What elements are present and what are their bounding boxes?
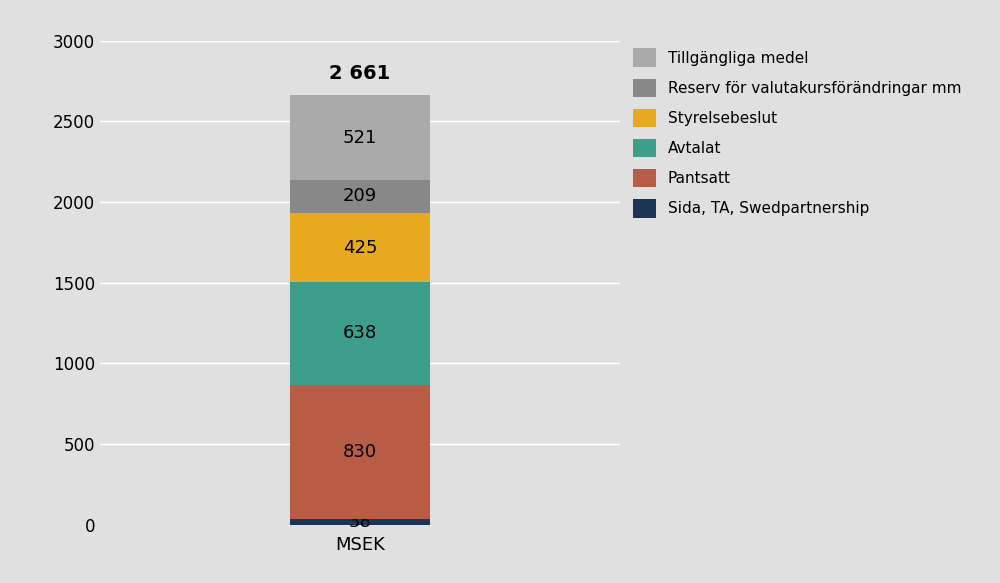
Text: 38: 38 [349,512,371,531]
Text: 425: 425 [343,238,377,257]
Bar [290,282,430,385]
Bar [290,213,430,282]
Text: 521: 521 [343,128,377,146]
Text: 638: 638 [343,324,377,342]
Bar [290,96,430,180]
Text: 830: 830 [343,442,377,461]
Bar [290,385,430,518]
Legend: Tillgängliga medel, Reserv för valutakursförändringar mm, Styrelsebeslut, Avtala: Tillgängliga medel, Reserv för valutakur… [633,48,961,217]
Text: 2 661: 2 661 [329,64,391,83]
Bar [290,518,430,525]
Text: 209: 209 [343,187,377,205]
Bar [290,180,430,213]
